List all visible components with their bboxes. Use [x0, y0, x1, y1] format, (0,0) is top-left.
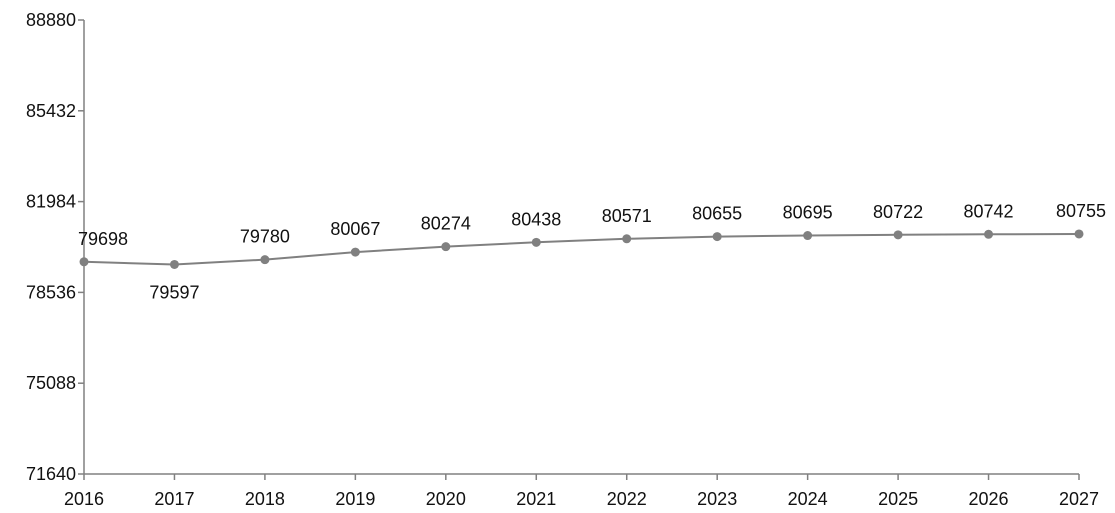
- data-label: 79698: [78, 229, 128, 249]
- x-tick-label: 2025: [878, 489, 918, 509]
- x-axis-ticks: 2016 2017 2018 2019 2020 2021 2022 2023 2024 2025…: [64, 474, 1099, 509]
- data-point: [350, 247, 360, 257]
- data-point: [1074, 229, 1084, 239]
- axes: [83, 20, 1079, 475]
- data-point: [622, 234, 632, 244]
- data-labels: 79698 79597 79780 80067 80274 80438 80571 80655…: [78, 201, 1106, 302]
- series-line: [83, 233, 1080, 266]
- x-tick-label: 2017: [154, 489, 194, 509]
- x-tick-label: 2019: [335, 489, 375, 509]
- data-point: [712, 232, 722, 242]
- data-points: [79, 229, 1084, 269]
- x-tick-label: 2020: [426, 489, 466, 509]
- y-tick-label: 81984: [26, 192, 76, 212]
- data-point: [441, 242, 451, 252]
- x-tick-label: 2021: [516, 489, 556, 509]
- data-label: 80655: [692, 204, 742, 224]
- x-tick-label: 2018: [245, 489, 285, 509]
- data-label: 80755: [1056, 201, 1106, 221]
- x-tick-label: 2023: [697, 489, 737, 509]
- x-tick-label: 2022: [607, 489, 647, 509]
- x-tick-label: 2027: [1059, 489, 1099, 509]
- data-label: 80067: [330, 219, 380, 239]
- y-axis-ticks: 71640 75088 78536 81984 85432 88880: [26, 10, 84, 484]
- data-point: [169, 259, 179, 269]
- data-label: 80571: [602, 206, 652, 226]
- y-tick-label: 75088: [26, 373, 76, 393]
- data-point: [260, 255, 270, 265]
- data-point: [531, 237, 541, 247]
- data-label: 79780: [240, 227, 290, 247]
- data-label: 80695: [783, 203, 833, 223]
- data-label: 80274: [421, 214, 471, 234]
- y-tick-label: 78536: [26, 282, 76, 302]
- data-point: [984, 229, 994, 239]
- y-tick-label: 88880: [26, 10, 76, 30]
- y-tick-label: 85432: [26, 101, 76, 121]
- data-label: 80742: [964, 201, 1014, 221]
- x-tick-label: 2024: [788, 489, 828, 509]
- data-label: 80722: [873, 202, 923, 222]
- y-tick-label: 71640: [26, 464, 76, 484]
- data-point: [893, 230, 903, 240]
- data-label: 80438: [511, 209, 561, 229]
- x-tick-label: 2026: [969, 489, 1009, 509]
- x-tick-label: 2016: [64, 489, 104, 509]
- data-point: [803, 231, 813, 241]
- data-point: [79, 257, 89, 267]
- data-label: 79597: [149, 282, 199, 302]
